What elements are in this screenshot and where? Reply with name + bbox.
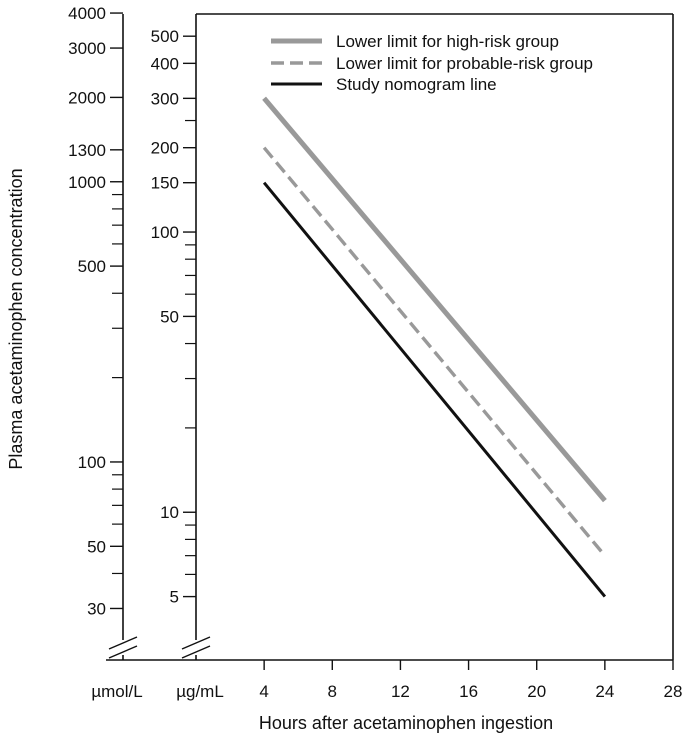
umol-axis-ticks: 4000 3000 2000 1300 1000 500 100 50 30 (68, 4, 123, 618)
ug-unit-label: µg/mL (176, 682, 224, 701)
series-lines (262, 96, 607, 598)
y-axis-title: Plasma acetaminophen concentration (6, 168, 26, 469)
ug-tick-label: 300 (151, 89, 179, 108)
ug-tick-label: 100 (151, 223, 179, 242)
series-line-2 (262, 181, 607, 598)
ug-tick-label: 400 (151, 54, 179, 73)
umol-tick-label: 30 (87, 599, 106, 618)
umol-axis-break (108, 636, 138, 659)
ug-tick-label: 50 (160, 307, 179, 326)
umol-tick-label: 50 (87, 537, 106, 556)
umol-unit-label: µmol/L (91, 682, 142, 701)
ug-tick-label: 150 (151, 174, 179, 193)
x-tick-label: 8 (328, 682, 337, 701)
x-axis-ticks: 4 8 12 16 20 24 28 (259, 660, 682, 701)
x-tick-label: 24 (595, 682, 614, 701)
series-line-0 (262, 96, 607, 503)
x-tick-label: 28 (664, 682, 683, 701)
ug-tick-label: 5 (170, 588, 179, 607)
umol-tick-label: 2000 (68, 88, 106, 107)
umol-tick-label: 1300 (68, 141, 106, 160)
ug-axis-break (181, 636, 211, 659)
umol-tick-label: 4000 (68, 4, 106, 23)
x-tick-label: 12 (391, 682, 410, 701)
ug-axis-ticks: 500 400 300 200 150 100 50 10 5 (151, 27, 196, 607)
ug-tick-label: 500 (151, 27, 179, 46)
legend-label-probable-risk: Lower limit for probable-risk group (336, 54, 593, 73)
umol-tick-label: 100 (78, 453, 106, 472)
ug-tick-label: 200 (151, 139, 179, 158)
legend-label-high-risk: Lower limit for high-risk group (336, 32, 559, 51)
x-axis-title: Hours after acetaminophen ingestion (259, 713, 553, 733)
x-tick-label: 4 (259, 682, 268, 701)
legend-label-study-line: Study nomogram line (336, 75, 497, 94)
legend: Lower limit for high-risk group Lower li… (271, 32, 593, 94)
series-line-1 (262, 146, 607, 557)
umol-tick-label: 3000 (68, 39, 106, 58)
ug-tick-label: 10 (160, 503, 179, 522)
umol-tick-label: 1000 (68, 173, 106, 192)
x-tick-label: 16 (459, 682, 478, 701)
x-tick-label: 20 (527, 682, 546, 701)
umol-tick-label: 500 (78, 257, 106, 276)
